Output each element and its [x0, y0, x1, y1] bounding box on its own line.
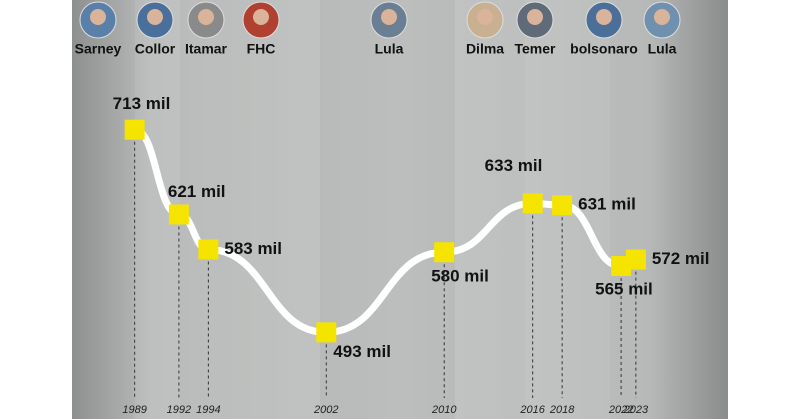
data-marker: [552, 195, 573, 216]
president-name: Dilma: [466, 41, 504, 57]
x-tick-label: 2016: [519, 404, 545, 416]
x-tick-label: 2002: [313, 404, 338, 416]
value-label: 713 mil: [113, 94, 171, 113]
x-tick-label: 1992: [167, 404, 191, 416]
data-marker: [316, 322, 337, 343]
x-tick-label: 2022: [608, 404, 633, 416]
data-marker: [198, 239, 219, 260]
x-tick-label: 2023: [623, 404, 649, 416]
president-name: Lula: [375, 41, 404, 57]
value-label: 583 mil: [224, 239, 282, 258]
data-marker: [522, 193, 543, 214]
data-marker: [434, 242, 455, 263]
president-face: [147, 9, 163, 25]
president-name: Temer: [515, 41, 557, 57]
value-label: 631 mil: [578, 195, 636, 214]
value-label: 572 mil: [652, 249, 710, 268]
president-name: Collor: [135, 41, 176, 57]
president-name: Itamar: [185, 41, 228, 57]
president-name: FHC: [247, 41, 276, 57]
x-tick-label: 2018: [549, 404, 575, 416]
stripe: [320, 0, 455, 419]
president-face: [381, 9, 397, 25]
value-label: 493 mil: [333, 342, 391, 361]
president-face: [477, 9, 493, 25]
value-label: 633 mil: [485, 156, 543, 175]
x-tick-label: 1989: [122, 404, 146, 416]
president-face: [527, 9, 543, 25]
data-marker: [168, 204, 189, 225]
value-label: 565 mil: [595, 280, 653, 299]
president-name: Lula: [648, 41, 677, 57]
president-face: [253, 9, 269, 25]
president-name: bolsonaro: [570, 41, 638, 57]
president-face: [90, 9, 106, 25]
president-face: [654, 9, 670, 25]
x-tick-label: 1994: [196, 404, 220, 416]
president-face: [596, 9, 612, 25]
data-marker: [625, 249, 646, 270]
president-face: [198, 9, 214, 25]
x-tick-label: 2010: [431, 404, 457, 416]
value-label: 580 mil: [431, 267, 489, 286]
data-marker: [124, 119, 145, 140]
value-label: 621 mil: [168, 182, 226, 201]
president-name: Sarney: [75, 41, 122, 57]
